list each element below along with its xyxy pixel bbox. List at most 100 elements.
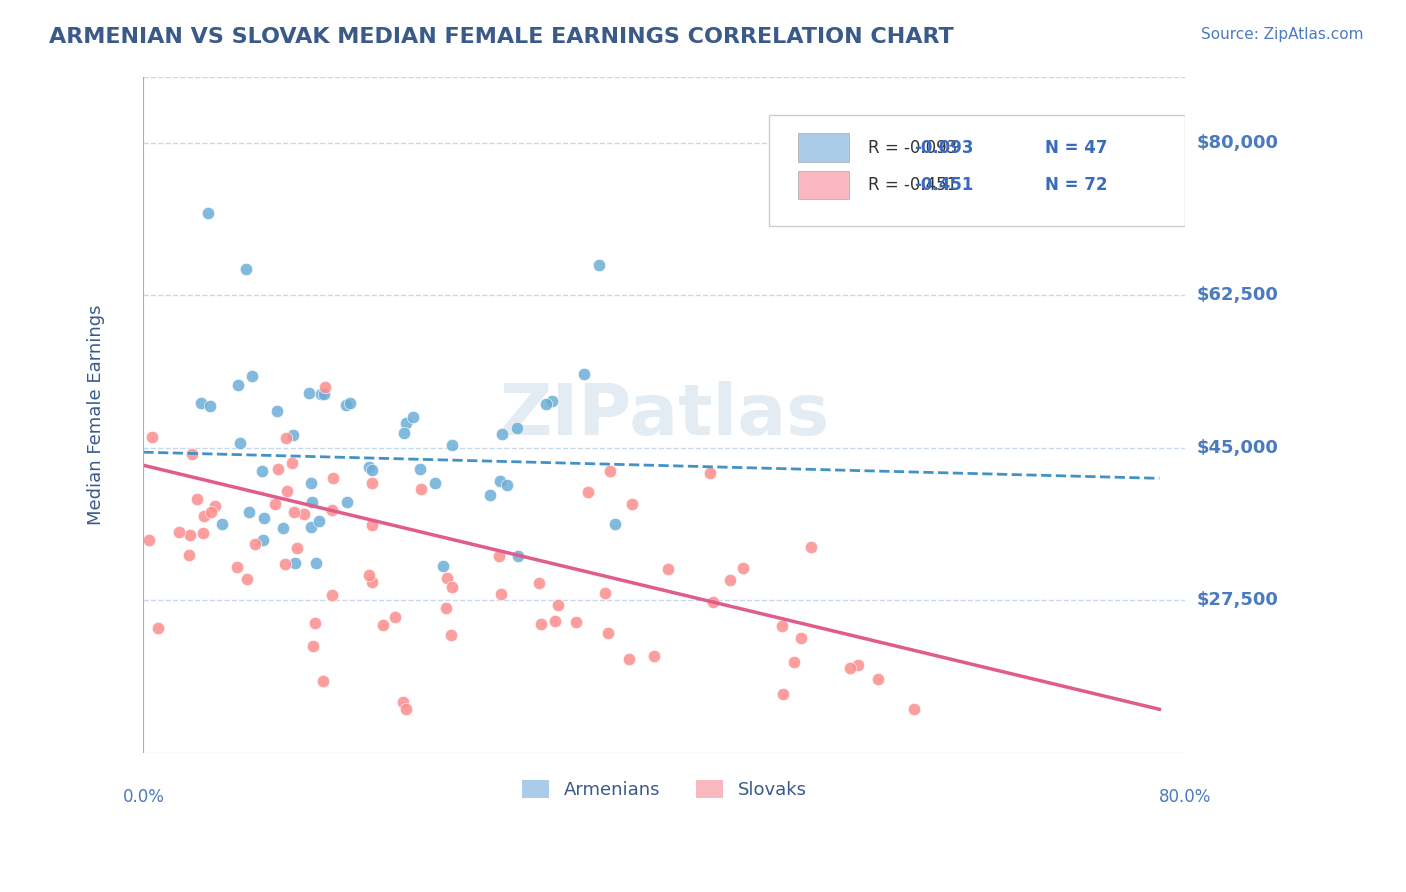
Text: $80,000: $80,000: [1197, 134, 1278, 152]
Point: [395, 417, 418, 431]
Point: [304, 615, 326, 630]
Point: [141, 429, 163, 443]
Point: [314, 380, 336, 394]
Point: [357, 459, 380, 474]
Point: [302, 639, 325, 653]
Text: $27,500: $27,500: [1197, 591, 1278, 609]
Point: [263, 497, 285, 511]
Point: [409, 461, 432, 475]
Point: [702, 595, 724, 609]
Point: [489, 587, 512, 601]
Point: [179, 548, 201, 562]
Legend: Armenians, Slovaks: Armenians, Slovaks: [516, 774, 813, 805]
Point: [339, 395, 361, 409]
Point: [292, 507, 315, 521]
Text: R = -0.093: R = -0.093: [868, 138, 957, 157]
Point: [305, 556, 328, 570]
Point: [411, 482, 433, 496]
Text: $62,500: $62,500: [1197, 286, 1278, 304]
Point: [322, 471, 344, 485]
Text: 0.0%: 0.0%: [122, 788, 165, 805]
Point: [596, 626, 619, 640]
Text: ARMENIAN VS SLOVAK MEDIAN FEMALE EARNINGS CORRELATION CHART: ARMENIAN VS SLOVAK MEDIAN FEMALE EARNING…: [49, 27, 953, 46]
Point: [138, 533, 160, 547]
Point: [146, 621, 169, 635]
Point: [576, 484, 599, 499]
Point: [440, 580, 463, 594]
Point: [250, 464, 273, 478]
Point: [226, 378, 249, 392]
Point: [226, 560, 249, 574]
Point: [361, 518, 384, 533]
Point: [186, 491, 208, 506]
Point: [620, 497, 643, 511]
Text: R = -0.451: R = -0.451: [868, 176, 957, 194]
Point: [245, 537, 267, 551]
Point: [603, 517, 626, 532]
Point: [211, 516, 233, 531]
Point: [236, 572, 259, 586]
FancyBboxPatch shape: [797, 170, 849, 199]
Point: [848, 658, 870, 673]
Point: [588, 258, 610, 272]
Point: [238, 505, 260, 519]
Point: [866, 672, 889, 686]
Point: [402, 410, 425, 425]
Point: [530, 617, 553, 632]
FancyBboxPatch shape: [797, 134, 849, 161]
Point: [285, 541, 308, 555]
Point: [204, 499, 226, 513]
Point: [770, 619, 793, 633]
FancyBboxPatch shape: [769, 114, 1185, 226]
Point: [335, 398, 357, 412]
Point: [544, 615, 567, 629]
Point: [274, 557, 297, 571]
Point: [617, 652, 640, 666]
Point: [565, 615, 588, 630]
Text: N = 72: N = 72: [1045, 176, 1108, 194]
Point: [479, 488, 502, 502]
Point: [432, 559, 454, 574]
Point: [235, 261, 257, 276]
Point: [167, 524, 190, 539]
Point: [190, 396, 212, 410]
Point: [266, 404, 288, 418]
Point: [229, 435, 252, 450]
Point: [489, 474, 512, 488]
Point: [643, 648, 665, 663]
Point: [772, 687, 794, 701]
Point: [800, 541, 823, 555]
Point: [657, 561, 679, 575]
Point: [595, 585, 617, 599]
Point: [283, 556, 305, 570]
Point: [312, 674, 335, 689]
Point: [271, 521, 294, 535]
Point: [491, 426, 513, 441]
Text: N = 47: N = 47: [1045, 138, 1108, 157]
Point: [599, 464, 621, 478]
Point: [253, 510, 276, 524]
Point: [240, 368, 263, 383]
Text: $45,000: $45,000: [1197, 439, 1278, 457]
Point: [392, 695, 415, 709]
Point: [276, 484, 298, 499]
Point: [198, 399, 221, 413]
Point: [321, 588, 343, 602]
Point: [903, 702, 925, 716]
Point: [274, 431, 297, 445]
Text: Median Female Earnings: Median Female Earnings: [87, 305, 105, 525]
Point: [361, 575, 384, 590]
Text: -0.093: -0.093: [914, 138, 974, 157]
Point: [267, 462, 290, 476]
Point: [384, 610, 406, 624]
Point: [181, 447, 204, 461]
Point: [436, 571, 458, 585]
Point: [283, 505, 305, 519]
Point: [440, 438, 463, 452]
Point: [496, 478, 519, 492]
Point: [321, 502, 343, 516]
Point: [839, 661, 862, 675]
Point: [440, 628, 463, 642]
Point: [281, 428, 304, 442]
Point: [699, 466, 721, 480]
